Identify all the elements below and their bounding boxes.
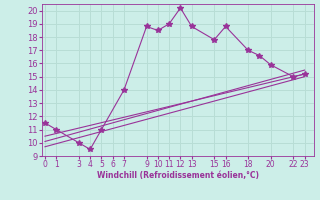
X-axis label: Windchill (Refroidissement éolien,°C): Windchill (Refroidissement éolien,°C) [97,171,259,180]
